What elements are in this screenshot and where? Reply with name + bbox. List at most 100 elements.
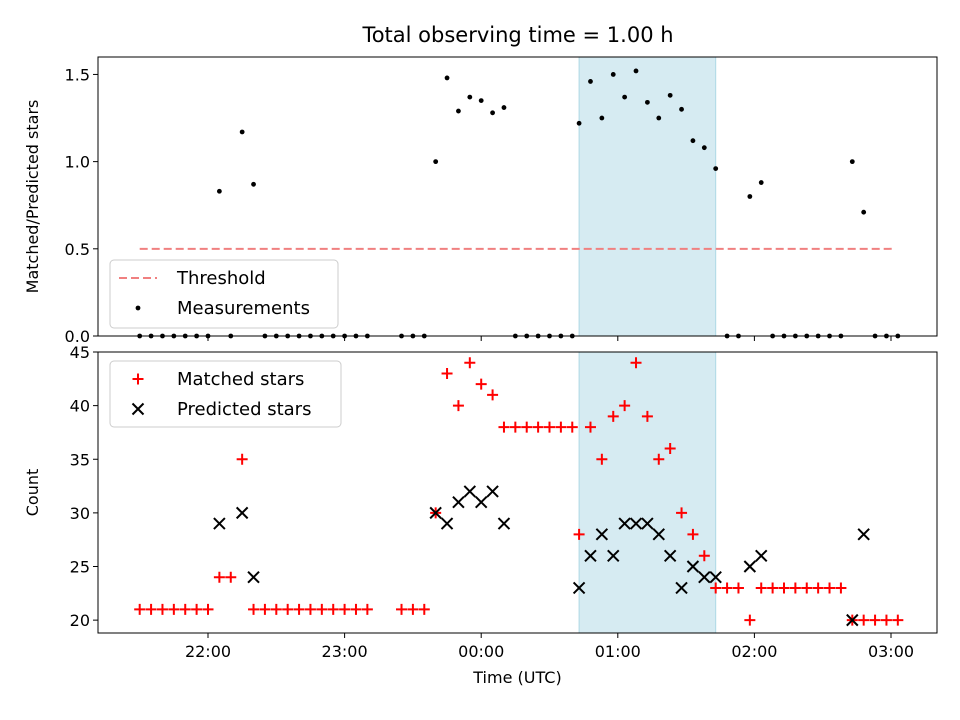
matched-star-point [521, 421, 533, 433]
predicted-star-point [572, 581, 586, 595]
measurement-point [644, 99, 650, 105]
predicted-star-point [686, 560, 700, 573]
matched-star-point [202, 603, 214, 615]
x-axis-label: Time (UTC) [472, 668, 561, 687]
predicted-star-point [709, 571, 722, 584]
matched-star-point [327, 603, 339, 615]
predicted-star-point [452, 495, 465, 509]
predicted-star-point [675, 581, 688, 595]
matched-star-point [293, 603, 305, 615]
matched-star-point [778, 582, 790, 594]
predicted-star-point [618, 517, 631, 530]
x-tick-label: 22:00 [185, 642, 231, 661]
predicted-star-point [247, 571, 260, 584]
measurement-point [501, 105, 507, 110]
chart-title: Total observing time = 1.00 h [361, 23, 673, 47]
y-tick-label: 0.0 [65, 327, 90, 346]
matched-star-point [584, 421, 596, 433]
matched-star-point [630, 357, 642, 369]
y-tick-label: 35 [70, 450, 90, 469]
measurement-point [667, 92, 673, 98]
matched-star-point [732, 582, 744, 594]
matched-star-point [566, 421, 578, 433]
y-tick-label: 25 [70, 558, 90, 577]
y-tick-label: 1.5 [65, 65, 90, 84]
measurement-point [456, 108, 461, 114]
x-tick-label: 03:00 [868, 642, 914, 661]
matched-star-point [744, 614, 756, 626]
matched-star-point [767, 582, 779, 594]
y-axis-label: Matched/Predicted stars [23, 100, 42, 294]
matched-star-point [396, 603, 408, 615]
y-tick-label: 40 [70, 397, 90, 416]
predicted-star-point [486, 485, 499, 498]
legend-entry: Threshold [176, 268, 266, 289]
legend-plus-swatch [132, 373, 144, 385]
predicted-star-point [698, 571, 711, 584]
legend-dot-swatch [135, 305, 141, 311]
predicted-star-point [497, 517, 511, 530]
matched-star-point [236, 453, 248, 465]
ratio-panel: 0.0 0.5 1.0 1.5 Matched/Predicted stars Thres… [23, 56, 938, 346]
measurement-point [849, 159, 855, 165]
measurement-point [758, 180, 764, 185]
matched-star-point [835, 582, 847, 594]
measurement-point [576, 120, 582, 126]
predicted-star-point [584, 549, 597, 562]
matched-star-point [498, 421, 510, 433]
predicted-star-point [846, 613, 859, 627]
matched-star-point [464, 357, 476, 369]
matched-star-point [812, 582, 824, 594]
matched-star-point [168, 603, 180, 615]
legend-entry: Matched stars [177, 369, 304, 390]
measurement-point [713, 166, 719, 172]
predicted-star-point [629, 517, 643, 530]
measurement-point [478, 98, 484, 103]
matched-star-point [248, 603, 260, 615]
observing-window-region [578, 56, 717, 337]
matched-star-point [407, 603, 419, 615]
measurement-point [588, 79, 593, 84]
predicted-star-point [235, 506, 249, 520]
matched-star-point [892, 614, 904, 626]
measurement-point [861, 209, 867, 215]
legend-box [109, 259, 339, 329]
y-tick-label: 0.5 [65, 240, 90, 259]
count-panel: 20 25 30 35 40 45 22:00 23:00 00:00 01:00 02:00 03:… [23, 343, 938, 687]
matched-star-point [304, 603, 316, 615]
measurement-point [599, 115, 605, 121]
predicted-star-point [463, 485, 477, 498]
predicted-star-point [755, 549, 768, 562]
x-tick-label: 01:00 [595, 642, 641, 661]
measurement-point [239, 129, 245, 135]
matched-star-point [316, 603, 328, 615]
y-tick-label: 45 [70, 343, 90, 362]
predicted-star-point [857, 528, 870, 541]
legend-box [109, 360, 342, 428]
y-axis-label: Count [23, 469, 42, 517]
matched-star-point [789, 582, 801, 594]
matched-star-point [698, 550, 710, 562]
predicted-star-point [663, 549, 677, 562]
matched-star-point [653, 453, 665, 465]
predicted-star-point [474, 495, 488, 509]
matched-star-point [350, 603, 362, 615]
predicted-star-point [213, 517, 226, 530]
matched-star-point [641, 410, 653, 422]
matched-star-point [721, 582, 733, 594]
matched-star-point [676, 507, 688, 519]
matched-star-point [191, 603, 203, 615]
legend-entry: Measurements [177, 298, 310, 319]
matched-star-point [555, 421, 567, 433]
measurement-point [656, 115, 662, 121]
y-tick-label: 20 [70, 611, 90, 630]
matched-star-point [858, 614, 870, 626]
matched-star-point [452, 400, 464, 412]
y-tick-label: 30 [70, 504, 90, 523]
measurement-point [701, 145, 707, 151]
matched-star-point [475, 378, 487, 390]
predicted-star-point [743, 560, 757, 573]
matched-star-point [509, 421, 521, 433]
